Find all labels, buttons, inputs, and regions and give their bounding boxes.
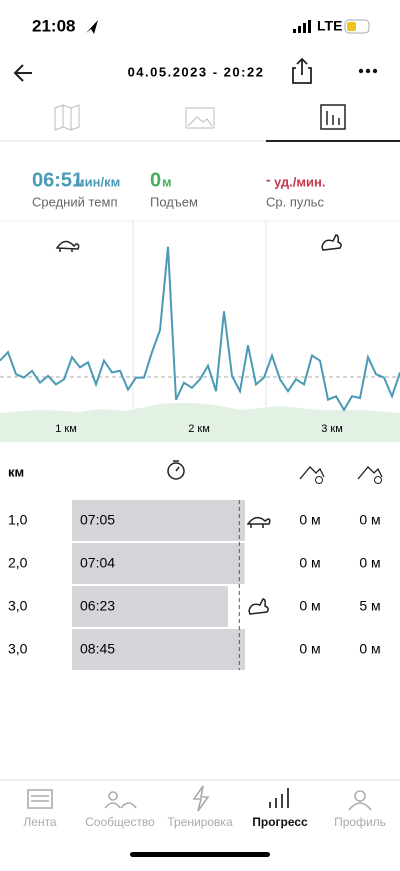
pace-bar — [72, 586, 228, 627]
battery — [344, 19, 370, 34]
row-descent: 0 м — [359, 641, 380, 657]
nav-label[interactable]: Лента — [23, 815, 57, 829]
stat-unit: м — [162, 174, 172, 189]
nav-icon[interactable] — [192, 785, 210, 812]
ascent-icon — [299, 466, 325, 484]
stat-unit: мин/км — [75, 174, 120, 189]
nav-label[interactable]: Прогресс — [252, 815, 308, 829]
stat-label: Средний темп — [32, 194, 117, 209]
row-descent: 0 м — [359, 555, 380, 571]
pace-bar — [72, 629, 245, 670]
nav-icon[interactable] — [348, 790, 372, 811]
nav-icon[interactable] — [104, 791, 137, 809]
nav-icon[interactable] — [269, 788, 289, 808]
back-button[interactable] — [13, 64, 32, 82]
stats-tab[interactable] — [320, 104, 346, 130]
turtle-icon — [246, 516, 271, 528]
stat-value: - — [266, 172, 271, 188]
pace-bar — [72, 500, 245, 541]
stat-label: Подъем — [150, 194, 198, 209]
table-header: км — [8, 464, 24, 479]
row-distance: 3,0 — [8, 641, 28, 657]
pace-graph — [0, 246, 400, 412]
km-label: 3 км — [321, 423, 343, 435]
row-ascent: 0 м — [299, 512, 320, 528]
stat-value: 06:51 — [32, 169, 83, 191]
nav-label[interactable]: Тренировка — [167, 815, 233, 829]
map-tab[interactable] — [54, 104, 80, 131]
nav-label[interactable]: Сообщество — [85, 815, 155, 829]
row-pace: 07:04 — [80, 555, 115, 571]
row-pace: 08:45 — [80, 641, 115, 657]
row-pace: 06:23 — [80, 598, 115, 614]
home-indicator — [130, 852, 270, 857]
rabbit-icon — [321, 234, 342, 251]
descent-icon — [357, 466, 383, 484]
pace-bar — [72, 543, 245, 584]
stat-unit: уд./мин. — [274, 174, 325, 189]
stat-value: 0 — [150, 169, 161, 191]
elevation-area — [0, 402, 400, 442]
row-ascent: 0 м — [299, 555, 320, 571]
status-time: 21:08 — [32, 16, 75, 35]
km-label: 2 км — [188, 423, 210, 435]
nav-icon[interactable] — [27, 789, 53, 809]
network: LTE — [317, 18, 342, 34]
row-distance: 1,0 — [8, 512, 28, 528]
more-button[interactable] — [358, 68, 378, 74]
row-pace: 07:05 — [80, 512, 115, 528]
share-button[interactable] — [292, 57, 312, 84]
stopwatch-icon — [167, 460, 185, 480]
stat-label: Ср. пульс — [266, 194, 324, 209]
turtle-icon — [55, 240, 80, 252]
photo-tab[interactable] — [185, 107, 215, 129]
battery-level — [347, 22, 356, 31]
row-descent: 0 м — [359, 512, 380, 528]
nav-label[interactable]: Профиль — [334, 815, 386, 829]
km-label: 1 км — [55, 423, 77, 435]
rabbit-icon — [248, 598, 269, 615]
row-distance: 3,0 — [8, 598, 28, 614]
signal-icon — [293, 20, 311, 33]
row-ascent: 0 м — [299, 598, 320, 614]
row-descent: 5 м — [359, 598, 380, 614]
location-icon — [86, 20, 98, 34]
pace-line — [0, 246, 400, 412]
row-distance: 2,0 — [8, 555, 28, 571]
row-ascent: 0 м — [299, 641, 320, 657]
header-title: 04.05.2023 - 20:22 — [128, 64, 265, 79]
